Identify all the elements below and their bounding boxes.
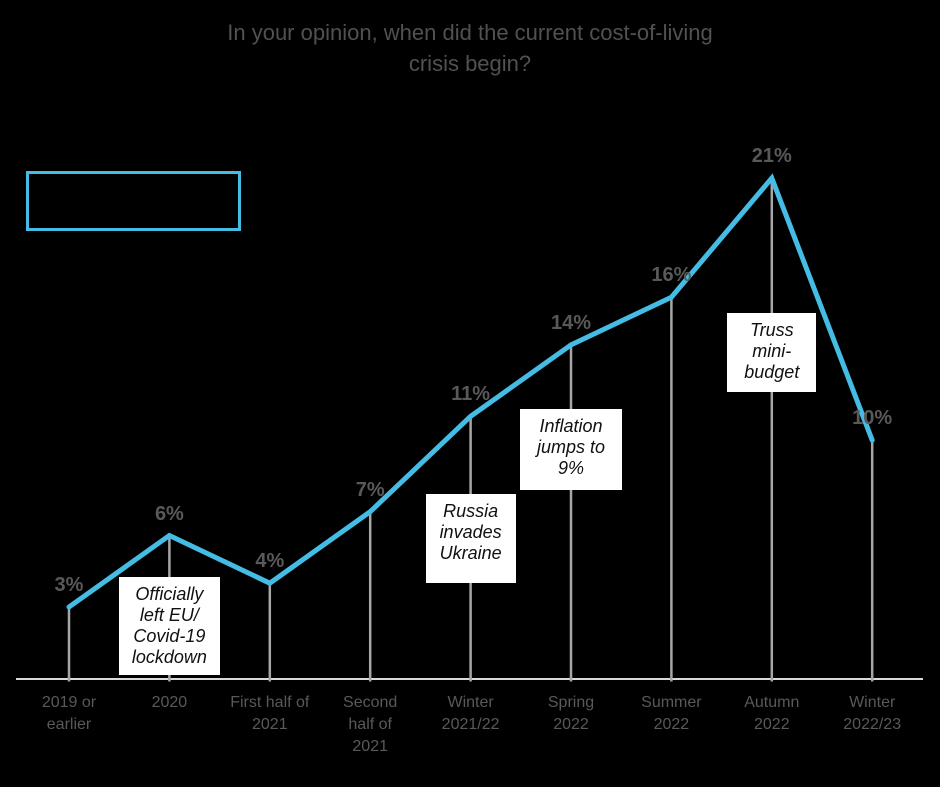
value-label: 16%	[651, 264, 692, 287]
value-label: 3%	[54, 574, 84, 596]
value-label: 11%	[451, 383, 491, 406]
value-label: 7%	[355, 478, 385, 501]
value-label: 21%	[751, 145, 792, 168]
annotation-box: Inflation jumps to 9%	[520, 409, 622, 490]
x-axis-label: Winter 2021/22	[441, 694, 500, 733]
chart-title: In your opinion, when did the current co…	[227, 20, 713, 76]
x-axis-label: 2020	[151, 694, 188, 711]
empty-callout-box	[26, 171, 241, 231]
x-axis-label: First half of 2021	[230, 694, 310, 733]
annotation-box: Russia invades Ukraine	[425, 494, 516, 583]
x-axis-label: Summer 2022	[641, 694, 702, 733]
value-label: 6%	[154, 502, 184, 525]
value-label: 10%	[852, 407, 893, 430]
x-axis-label: 2019 or earlier	[41, 694, 97, 733]
x-axis-label: Spring 2022	[547, 694, 595, 733]
annotation-box: Truss mini- budget	[727, 313, 817, 392]
value-label: 4%	[255, 550, 285, 573]
data-line	[66, 173, 875, 610]
annotation-box: Officially left EU/ Covid-19 lockdown	[118, 577, 220, 675]
x-axis-label: Second half of 2021	[343, 694, 398, 755]
value-label: 14%	[550, 311, 592, 334]
x-axis-label: Winter 2022/23	[843, 694, 902, 733]
x-axis-label: Autumn 2022	[744, 694, 800, 733]
